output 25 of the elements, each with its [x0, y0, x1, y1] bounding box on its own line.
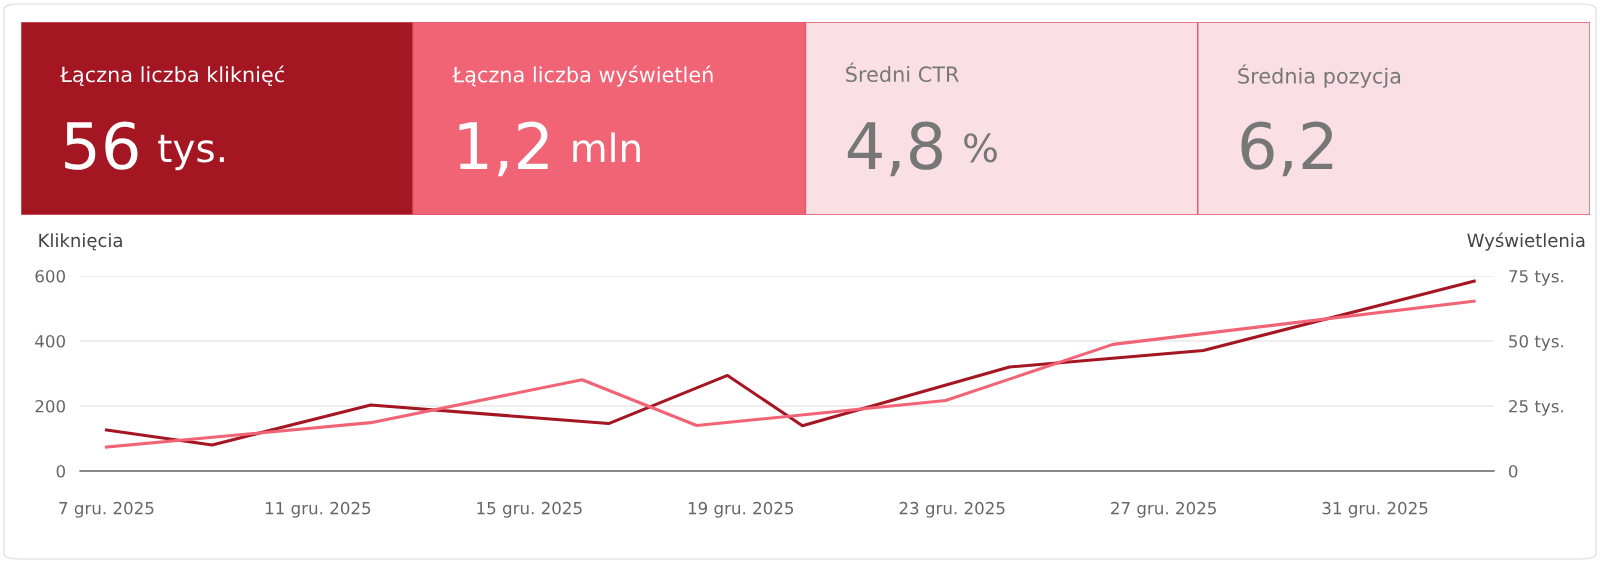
- x-tick-label: 15 gru. 2025: [477, 501, 582, 518]
- x-tick-label: 31 gru. 2025: [1322, 501, 1428, 518]
- x-tick-label: 19 gru. 2025: [688, 501, 794, 518]
- y2-tick-label: 50 tys.: [1509, 334, 1563, 351]
- x-tick-label: 11 gru. 2025: [265, 501, 371, 518]
- text: 4,8 %: [847, 121, 997, 177]
- x-tick-label: 7 gru. 2025: [59, 501, 154, 518]
- text: 1,2 mln: [459, 121, 640, 177]
- y-tick-label: 200: [35, 399, 65, 413]
- y-tick-label: 400: [35, 334, 65, 348]
- y2-axis-title: Wyświetlenia: [1467, 232, 1585, 251]
- y2-tick-label: 75 tys.: [1509, 270, 1563, 286]
- y-tick-label: 0: [56, 464, 65, 478]
- text: Łączna liczba wyświetleń: [452, 65, 713, 87]
- x-tick-label: 27 gru. 2025: [1111, 501, 1216, 518]
- text: Łączna liczba kliknięć: [60, 65, 284, 87]
- text: 6,2: [1241, 121, 1333, 177]
- text: Średnia pozycja: [1238, 64, 1401, 88]
- x-tick-label: 23 gru. 2025: [899, 501, 1005, 518]
- y-tick-label: 600: [35, 269, 65, 283]
- y-axis-title: Kliknięcia: [39, 233, 122, 251]
- text: 56 tys.: [65, 121, 224, 171]
- y2-tick-label: 0: [1508, 464, 1518, 478]
- text: Średni CTR: [846, 62, 959, 83]
- y2-tick-label: 25 tys.: [1509, 399, 1563, 416]
